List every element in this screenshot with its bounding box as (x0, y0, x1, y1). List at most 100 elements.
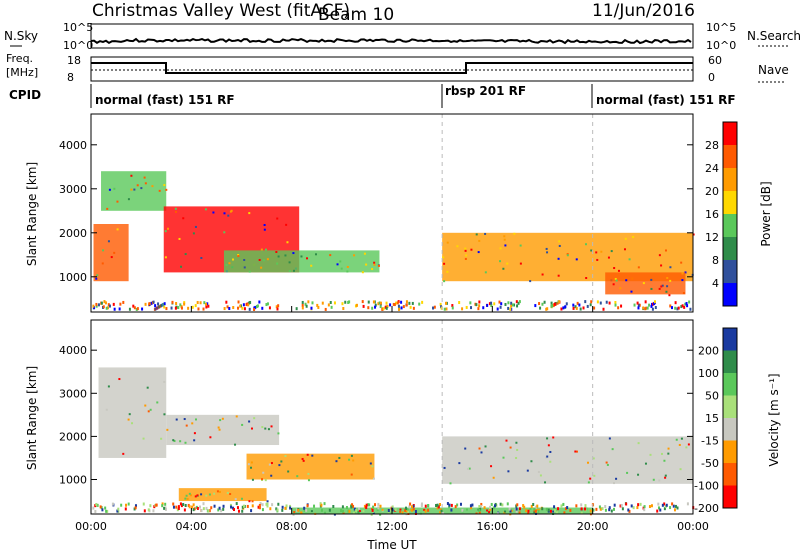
freq-panel-frame (90, 56, 694, 82)
echo-speckle (193, 439, 196, 442)
echo-speckle (164, 256, 167, 259)
ground-scatter-speckle (94, 504, 97, 508)
ground-scatter-speckle (657, 506, 660, 510)
ground-scatter-speckle (636, 301, 639, 305)
ground-scatter-speckle (499, 305, 502, 309)
ground-scatter-speckle (554, 302, 557, 306)
y-tick-label-2: 2000 (59, 227, 87, 240)
echo-speckle (357, 511, 360, 514)
freq-tick-bottom: 8 (67, 71, 74, 84)
echo-speckle (251, 478, 254, 481)
colorbar-tick-1: 200 (698, 345, 719, 358)
echo-speckle (363, 252, 366, 255)
ground-scatter-speckle (404, 508, 407, 512)
echo-speckle (234, 498, 237, 501)
ground-scatter-speckle (475, 303, 478, 307)
echo-speckle (165, 188, 168, 191)
echo-speckle (234, 443, 237, 446)
echo-speckle (541, 273, 544, 276)
echo-speckle (204, 208, 207, 211)
ground-scatter-speckle (351, 503, 354, 507)
echo-speckle (549, 460, 552, 463)
ground-scatter-speckle (182, 502, 185, 506)
ground-scatter-speckle (365, 506, 368, 510)
ground-scatter-speckle (478, 505, 481, 509)
ground-scatter-speckle (134, 504, 137, 508)
echo-speckle (301, 457, 304, 460)
ground-scatter-speckle (180, 504, 183, 508)
ground-scatter-speckle (160, 304, 163, 308)
ground-scatter-speckle (674, 301, 677, 305)
ground-scatter-speckle (539, 306, 542, 310)
ground-scatter-speckle (210, 506, 213, 510)
ground-scatter-speckle (564, 507, 567, 511)
ground-scatter-speckle (101, 508, 104, 512)
echo-speckle (263, 228, 266, 231)
ground-scatter-speckle (478, 508, 481, 512)
echo-speckle (575, 450, 578, 453)
ground-scatter-speckle (564, 305, 567, 309)
ground-scatter-speckle (580, 507, 583, 511)
ground-scatter-speckle (230, 505, 233, 509)
cpid-label: CPID (9, 88, 41, 102)
ground-scatter-speckle (368, 503, 371, 507)
ground-scatter-speckle (389, 508, 392, 512)
echo-speckle (172, 439, 175, 442)
ground-scatter-speckle (228, 307, 231, 311)
ground-scatter-speckle (440, 509, 443, 513)
echo-speckle (464, 247, 467, 250)
ground-scatter-speckle (382, 307, 385, 311)
echo-speckle (478, 239, 481, 242)
echo-speckle (277, 432, 280, 435)
echo-speckle (529, 507, 532, 510)
ground-scatter-speckle (454, 505, 457, 509)
ground-scatter-speckle (102, 305, 105, 309)
echo-speckle (458, 462, 461, 465)
echo-speckle (156, 401, 159, 404)
ground-scatter-speckle (493, 302, 496, 306)
ground-scatter-speckle (546, 307, 549, 311)
echo-speckle (188, 492, 191, 495)
ground-scatter-speckle (684, 302, 687, 306)
ground-scatter-speckle (365, 503, 368, 507)
echo-speckle (586, 461, 589, 464)
ground-scatter-speckle (527, 509, 530, 513)
ground-scatter-speckle (247, 303, 250, 307)
ground-scatter-speckle (106, 509, 109, 513)
echo-speckle (200, 493, 203, 496)
echo-speckle (669, 266, 672, 269)
power-echo-layer (92, 114, 695, 312)
ground-scatter-speckle (289, 504, 292, 508)
ground-scatter-speckle (489, 508, 492, 512)
echo-speckle (606, 463, 609, 466)
ground-scatter-speckle (256, 304, 259, 308)
colorbar-swatch-7 (723, 260, 737, 283)
ground-scatter-speckle (674, 306, 677, 310)
ground-scatter-speckle (233, 508, 236, 512)
ground-scatter-speckle (613, 503, 616, 507)
ground-scatter-speckle (408, 505, 411, 509)
echo-speckle (401, 511, 404, 514)
ground-scatter-speckle (613, 507, 616, 511)
ground-scatter-speckle (427, 508, 430, 512)
echo-speckle (507, 470, 510, 473)
freq-panel: Freq. [MHz] 18 8 60 0 Nave (6, 52, 789, 84)
ground-scatter-speckle (135, 307, 138, 311)
ground-scatter-speckle (648, 505, 651, 509)
echo-speckle (191, 422, 194, 425)
ground-scatter-speckle (469, 504, 472, 508)
ground-scatter-speckle (389, 303, 392, 307)
ground-scatter-speckle (142, 502, 145, 506)
echo-speckle (95, 277, 98, 280)
echo-speckle (679, 468, 682, 471)
ground-scatter-speckle (301, 303, 304, 307)
ground-scatter-speckle (205, 506, 208, 510)
echo-region-1 (98, 367, 167, 458)
ground-scatter-speckle (518, 507, 521, 511)
ground-scatter-speckle (191, 305, 194, 309)
echo-speckle (350, 473, 353, 476)
ground-scatter-speckle (345, 505, 348, 509)
ground-scatter-speckle (277, 304, 280, 308)
echo-speckle (685, 446, 688, 449)
ground-scatter-speckle (556, 301, 559, 305)
